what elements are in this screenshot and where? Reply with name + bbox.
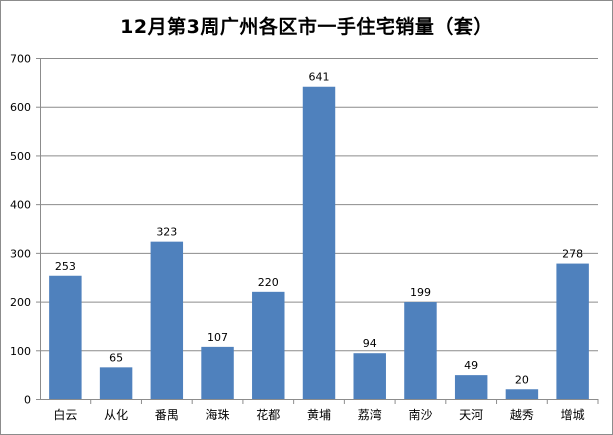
y-tick-label: 600 [10, 101, 31, 114]
bar [150, 241, 184, 399]
chart-title: 12月第3周广州各区市一手住宅销量（套） [120, 16, 493, 38]
data-label: 641 [309, 71, 330, 84]
x-tick-label: 白云 [53, 407, 77, 422]
bar [353, 353, 386, 399]
bars [49, 86, 589, 400]
x-tick-label: 番禺 [155, 408, 179, 422]
x-tick-label: 越秀 [510, 408, 534, 422]
data-label: 20 [515, 373, 529, 386]
x-tick-label: 南沙 [408, 407, 432, 422]
y-tick-label: 300 [10, 247, 31, 260]
y-tick-label: 500 [10, 150, 31, 163]
y-tick-label: 700 [10, 53, 31, 66]
x-tick-label: 荔湾 [358, 407, 382, 422]
x-axis-categories: 白云 从化 番禺 海珠 花都 黄埔 荔湾 南沙 天河 越秀 增城 [53, 399, 599, 422]
bar [404, 302, 437, 399]
bar [302, 86, 336, 400]
x-tick-label: 增城 [561, 408, 585, 422]
bar [505, 389, 539, 399]
data-label: 253 [55, 260, 76, 273]
bar [454, 375, 488, 399]
x-tick-label: 黄埔 [307, 408, 331, 422]
x-tick-label: 花都 [256, 407, 280, 422]
bar [556, 263, 589, 399]
data-label: 220 [258, 276, 279, 289]
bar [201, 346, 234, 399]
y-axis-ticks: 0 100 200 300 400 500 600 700 [10, 53, 31, 407]
data-label: 199 [410, 286, 431, 299]
bar [252, 291, 285, 399]
bar [49, 275, 82, 399]
y-tick-label: 200 [10, 296, 31, 309]
y-tick-label: 400 [10, 199, 31, 212]
x-tick-label: 从化 [104, 408, 128, 422]
data-label: 94 [363, 337, 377, 350]
y-tick-label: 0 [24, 394, 31, 407]
data-label: 49 [464, 359, 478, 372]
data-labels: 253 65 323 107 220 641 94 199 49 20 278 [55, 71, 583, 387]
data-label: 278 [562, 248, 583, 261]
bar [99, 367, 133, 399]
data-label: 323 [156, 226, 177, 239]
x-tick-label: 天河 [459, 408, 483, 422]
y-tick-label: 100 [10, 345, 31, 358]
data-label: 65 [109, 351, 123, 364]
data-label: 107 [207, 331, 228, 344]
x-tick-label: 海珠 [206, 407, 230, 422]
